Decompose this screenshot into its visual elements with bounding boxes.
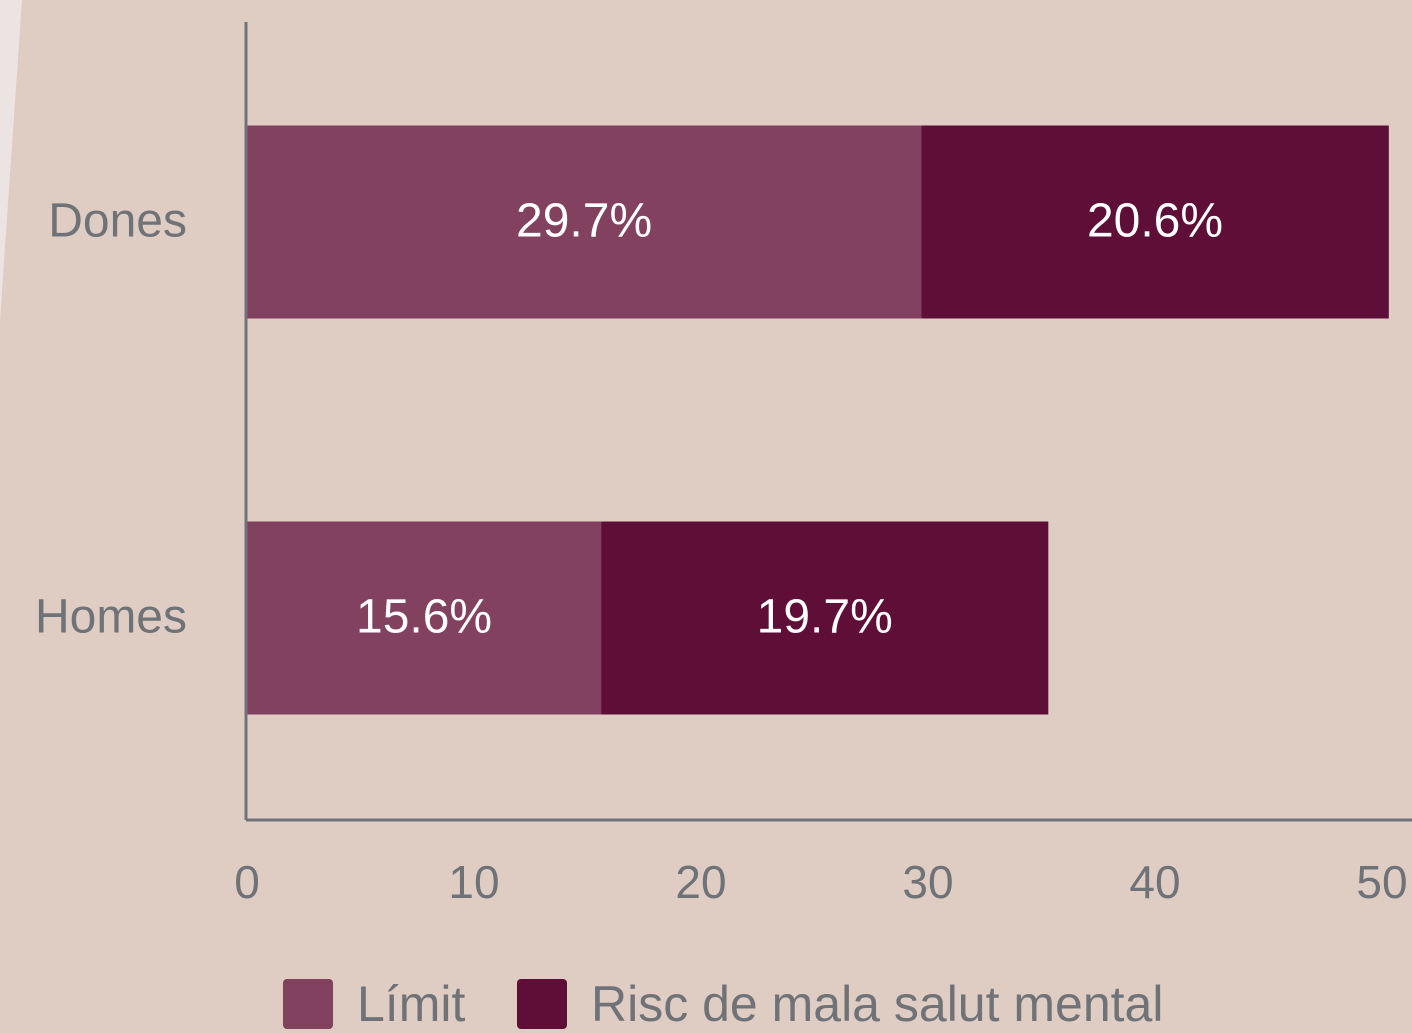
legend-label: Límit xyxy=(357,976,465,1032)
x-tick-label: 10 xyxy=(448,856,499,908)
data-label: 20.6% xyxy=(1087,195,1223,248)
legend-label: Risc de mala salut mental xyxy=(591,976,1163,1032)
bar-segment xyxy=(601,521,1049,715)
data-label: 19.7% xyxy=(757,591,893,644)
bar-segment xyxy=(247,521,602,715)
data-label: 15.6% xyxy=(356,591,492,644)
x-tick-label: 0 xyxy=(234,856,260,908)
x-tick-label: 30 xyxy=(902,856,953,908)
data-label: 29.7% xyxy=(516,195,652,248)
bar-segment xyxy=(921,125,1389,319)
y-tick-label: Dones xyxy=(48,195,187,248)
x-tick-label: 20 xyxy=(675,856,726,908)
legend-swatch xyxy=(517,979,567,1029)
decoration xyxy=(0,0,22,320)
x-tick-label: 50 xyxy=(1356,856,1407,908)
legend-swatch xyxy=(283,979,333,1029)
bar-segment xyxy=(247,125,922,319)
y-tick-label: Homes xyxy=(35,591,187,644)
x-tick-label: 40 xyxy=(1129,856,1180,908)
